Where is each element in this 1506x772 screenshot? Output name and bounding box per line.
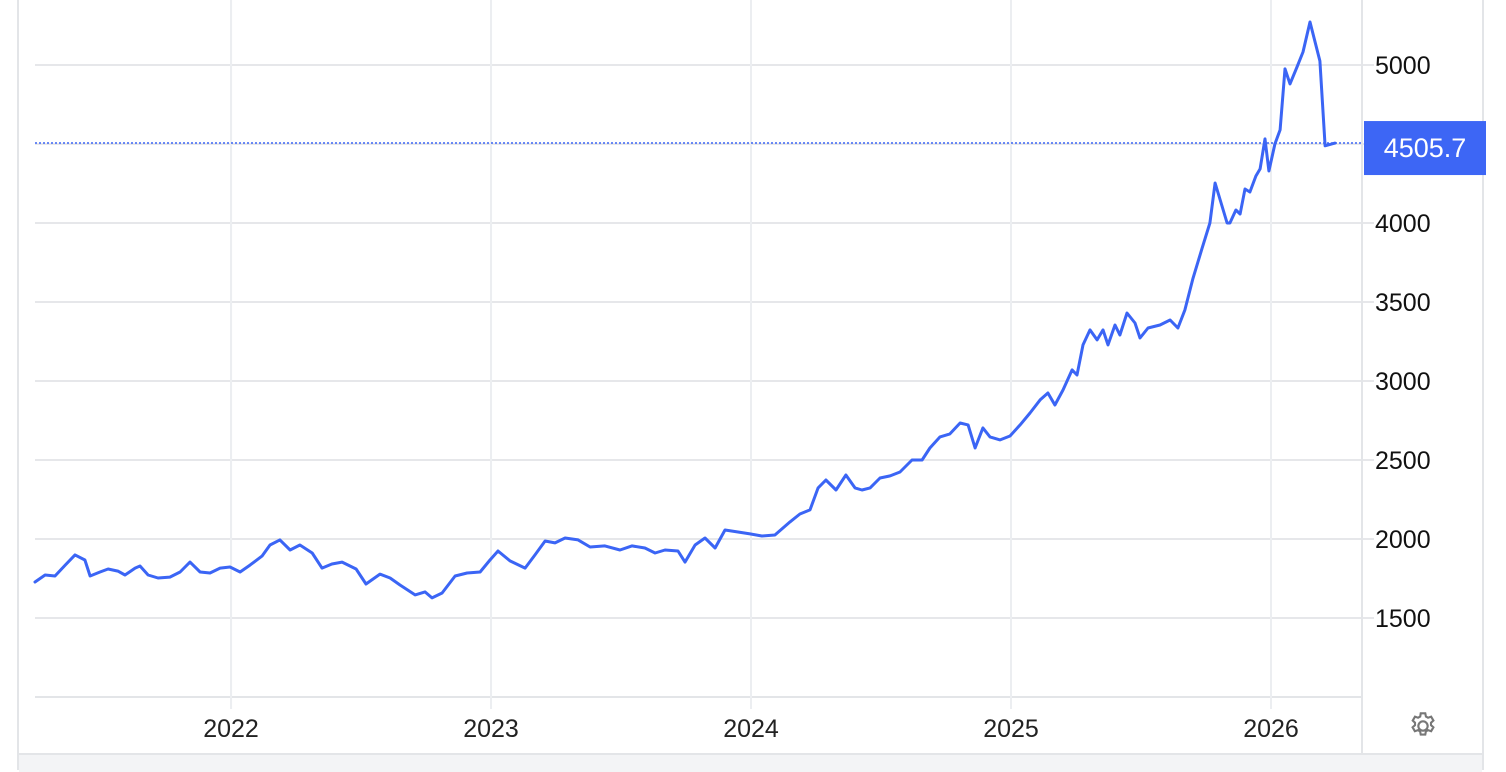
series-line [33, 20, 1337, 600]
x-tick-label: 2024 [723, 715, 779, 743]
y-tick-label: 1500 [1375, 605, 1431, 633]
chart-card [17, 0, 1484, 770]
gear-icon[interactable] [1407, 710, 1439, 742]
x-tick-label: 2023 [463, 715, 519, 743]
x-tick-label: 2025 [983, 715, 1039, 743]
y-tick-label: 4000 [1375, 210, 1431, 238]
last-value-label: 4505.7 [1384, 133, 1467, 163]
y-tick-label: 3500 [1375, 289, 1431, 317]
y-tick-label: 5000 [1375, 52, 1431, 80]
y-tick-label: 3000 [1375, 368, 1431, 396]
x-tick-label: 2026 [1243, 715, 1299, 743]
tick-labels: 1500 2000 2500 3000 3500 4000 5000 2022 2023 2024… [203, 52, 1430, 743]
gridlines [35, 0, 1374, 709]
y-tick-label: 2000 [1375, 526, 1431, 554]
y-tick-label: 2500 [1375, 447, 1431, 475]
last-value-badge: 4505.7 [1364, 121, 1486, 176]
x-tick-label: 2022 [203, 715, 259, 743]
chart-footer-bar [19, 753, 1482, 772]
